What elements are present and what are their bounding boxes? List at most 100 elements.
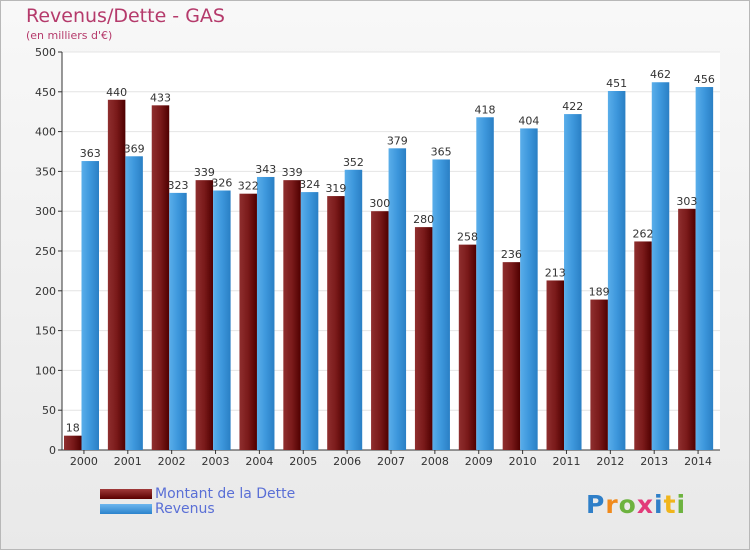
value-label-revenus: 326 <box>211 177 232 190</box>
x-tick-label: 2013 <box>640 455 668 468</box>
x-tick-label: 2008 <box>421 455 449 468</box>
x-tick-label: 2004 <box>245 455 273 468</box>
y-tick-label: 400 <box>35 126 56 139</box>
bar-dette <box>327 196 345 450</box>
value-label-revenus: 456 <box>694 73 715 86</box>
x-tick-label: 2011 <box>552 455 580 468</box>
bar-dette <box>590 299 608 450</box>
bar-revenus <box>695 87 714 451</box>
logo-letter: i <box>654 490 664 519</box>
bar-revenus <box>300 192 319 450</box>
logo-letter: t <box>663 490 677 519</box>
bar-revenus <box>651 82 670 451</box>
bar-dette <box>371 211 389 450</box>
x-tick-label: 2010 <box>509 455 537 468</box>
value-label-revenus: 404 <box>518 114 539 127</box>
y-tick-label: 50 <box>42 404 56 417</box>
bar-dette <box>195 180 214 450</box>
bar-dette <box>634 241 652 450</box>
y-tick-label: 250 <box>35 245 56 258</box>
bar-dette <box>107 99 126 450</box>
bar-dette <box>678 208 696 450</box>
y-tick-label: 350 <box>35 165 56 178</box>
value-label-dette: 303 <box>676 195 697 208</box>
x-tick-label: 2007 <box>377 455 405 468</box>
value-label-revenus: 324 <box>299 178 320 191</box>
bar-dette <box>239 193 257 451</box>
x-tick-label: 2001 <box>114 455 142 468</box>
bar-revenus <box>476 117 494 450</box>
x-tick-label: 2012 <box>596 455 624 468</box>
logo-letter: i <box>676 490 687 519</box>
x-tick-label: 2005 <box>289 455 317 468</box>
bar-revenus <box>564 114 582 450</box>
bar-dette <box>458 244 477 450</box>
logo-letter: o <box>618 490 637 519</box>
proxiti-logo: Proxiti <box>586 490 686 519</box>
bar-revenus <box>520 128 538 450</box>
logo-letter: r <box>605 490 619 519</box>
value-label-dette: 322 <box>238 180 259 193</box>
value-label-dette: 262 <box>633 227 654 240</box>
x-tick-label: 2014 <box>684 455 712 468</box>
y-tick-label: 200 <box>35 285 56 298</box>
value-label-dette: 440 <box>106 86 127 99</box>
bar-dette <box>546 280 565 450</box>
value-label-revenus: 462 <box>650 68 671 81</box>
x-tick-label: 2006 <box>333 455 361 468</box>
y-tick-label: 300 <box>35 205 56 218</box>
value-label-dette: 236 <box>501 248 522 261</box>
value-label-dette: 433 <box>150 91 171 104</box>
y-tick-label: 150 <box>35 325 56 338</box>
value-label-dette: 300 <box>369 197 390 210</box>
y-tick-label: 450 <box>35 86 56 99</box>
y-tick-label: 100 <box>35 364 56 377</box>
legend-label-revenus: Revenus <box>155 500 215 517</box>
x-tick-label: 2000 <box>70 455 98 468</box>
legend-swatch-dette <box>100 488 152 499</box>
value-label-dette: 319 <box>325 182 346 195</box>
bar-dette <box>414 227 433 450</box>
value-label-revenus: 365 <box>431 145 452 158</box>
value-label-revenus: 352 <box>343 156 364 169</box>
value-label-dette: 18 <box>66 422 80 435</box>
x-tick-label: 2009 <box>465 455 493 468</box>
value-label-dette: 280 <box>413 213 434 226</box>
logo-letter: x <box>636 490 654 519</box>
bar-dette <box>502 262 521 450</box>
y-tick-label: 0 <box>49 444 56 457</box>
value-label-revenus: 422 <box>562 100 583 113</box>
bar-revenus <box>388 148 407 451</box>
bar-dette <box>283 180 301 450</box>
value-label-revenus: 418 <box>475 103 496 116</box>
legend-swatch-revenus <box>100 503 152 514</box>
legend-item-dette: Montant de la Dette <box>100 485 296 502</box>
bar-dette <box>64 435 82 450</box>
bar-revenus <box>169 192 187 450</box>
y-tick-label: 500 <box>35 46 56 59</box>
legend-label-dette: Montant de la Dette <box>155 485 296 502</box>
legend: Montant de la Dette Revenus <box>100 485 296 517</box>
bar-revenus <box>81 161 99 450</box>
value-label-dette: 339 <box>194 166 215 179</box>
value-label-dette: 189 <box>589 286 610 299</box>
value-label-revenus: 369 <box>124 142 145 155</box>
bar-revenus <box>256 176 275 451</box>
bar-revenus <box>125 156 143 450</box>
bar-revenus <box>432 159 450 450</box>
value-label-revenus: 343 <box>255 163 276 176</box>
logo-letter: P <box>586 490 606 519</box>
bar-revenus <box>213 190 231 450</box>
bar-revenus <box>344 169 363 451</box>
bar-dette <box>151 105 170 450</box>
chart-title: Revenus/Dette - GAS <box>26 5 225 27</box>
x-tick-label: 2002 <box>158 455 186 468</box>
value-label-dette: 258 <box>457 231 478 244</box>
chart-subtitle: (en milliers d'€) <box>26 29 113 42</box>
value-label-revenus: 323 <box>167 179 188 192</box>
value-label-revenus: 451 <box>606 77 627 90</box>
value-label-dette: 339 <box>282 166 303 179</box>
value-label-revenus: 363 <box>80 147 101 160</box>
value-label-dette: 213 <box>545 266 566 279</box>
